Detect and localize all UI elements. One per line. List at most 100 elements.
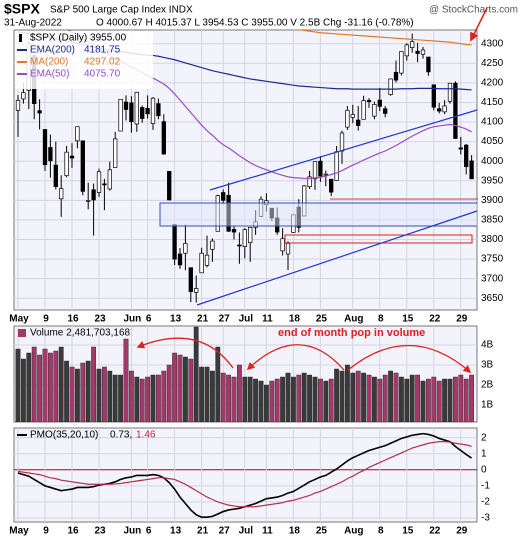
volume-bar xyxy=(64,360,70,422)
candle-body xyxy=(102,183,107,186)
volume-bar xyxy=(258,380,264,422)
marks xyxy=(17,432,473,518)
candle-body xyxy=(145,107,150,115)
candle-body xyxy=(96,171,102,193)
volume-bar xyxy=(177,354,183,422)
candle-body xyxy=(64,151,69,177)
volume-bar xyxy=(112,374,118,422)
candle-body xyxy=(345,109,350,128)
arrow xyxy=(246,344,345,371)
candle-body xyxy=(356,119,361,126)
volume-bar xyxy=(388,370,393,422)
y-tick-label: 4100 xyxy=(481,117,504,128)
y-tick-label: 1B xyxy=(481,400,494,411)
y-tick-label: 3B xyxy=(481,360,494,371)
candle-body xyxy=(69,155,75,159)
x-tick-label: 27 xyxy=(219,314,231,325)
plot-area xyxy=(13,427,478,523)
candle-body xyxy=(231,228,237,233)
volume-bar xyxy=(21,358,26,422)
volume-bar xyxy=(150,374,156,422)
candle-body xyxy=(37,110,42,114)
volume-bar xyxy=(355,370,361,422)
candle-body xyxy=(75,126,80,142)
candle-body xyxy=(107,169,112,190)
x-tick-label: 15 xyxy=(402,526,414,537)
x-tick-label: 6 xyxy=(146,314,152,325)
volume-bar xyxy=(253,378,258,422)
volume-bar xyxy=(58,346,64,422)
volume-bar xyxy=(134,376,140,422)
x-tick-label: 22 xyxy=(429,526,441,537)
volume-bar xyxy=(285,372,291,422)
volume-bar xyxy=(415,374,420,422)
y-tick-label: 3850 xyxy=(481,215,504,226)
candle-body xyxy=(361,100,366,120)
x-tick-label: 25 xyxy=(316,314,328,325)
volume-bar xyxy=(431,376,437,422)
legend-swatch xyxy=(18,329,26,337)
volume-bar xyxy=(231,376,237,422)
volume-bar xyxy=(409,374,415,422)
instrument-name: S&P 500 Large Cap Index INDX xyxy=(50,5,193,16)
volume-bar xyxy=(91,346,97,422)
candle-body xyxy=(404,44,409,57)
panel: 3650 3700 3750 3800 3850 3900 3950 4000 4050 4100… xyxy=(9,29,504,325)
y-tick-label: 3950 xyxy=(481,175,504,186)
y-tick-label: 3650 xyxy=(481,293,504,304)
y-tick-label: 2B xyxy=(481,380,494,391)
candle-body xyxy=(204,254,210,266)
legend-swatch xyxy=(19,34,22,42)
y-tick-label: 4150 xyxy=(481,97,504,108)
volume-bar xyxy=(155,374,161,422)
volume-bar xyxy=(291,376,296,422)
candle-body xyxy=(431,84,436,108)
volume-bar xyxy=(469,374,474,422)
volume-bar xyxy=(74,368,80,422)
x-tick-label: 13 xyxy=(170,526,182,537)
annotation: end of month pop in volume xyxy=(278,327,425,339)
candle-body xyxy=(172,224,177,260)
legend-value: 4075.70 xyxy=(84,69,121,80)
resistance-zone xyxy=(284,234,473,244)
volume-bar xyxy=(350,372,356,422)
legend-name: EMA(50) xyxy=(30,69,69,80)
volume-bar xyxy=(220,372,226,422)
y-tick-label: 3800 xyxy=(481,234,504,245)
candle-body xyxy=(53,164,58,187)
x-tick-label: 11 xyxy=(262,526,273,537)
candle-body xyxy=(194,288,199,293)
y-tick-label: 4200 xyxy=(481,78,504,89)
volume-bar xyxy=(296,374,302,422)
line xyxy=(17,441,472,508)
volume-bar xyxy=(399,376,404,422)
volume-bar xyxy=(366,374,372,422)
candle-body xyxy=(167,171,172,201)
x-tick-label: 6 xyxy=(146,526,152,537)
candle-body xyxy=(210,240,215,250)
arrow xyxy=(347,344,472,374)
volume-bar xyxy=(209,370,215,422)
candle-body xyxy=(21,92,26,100)
x-tick-label: 9 xyxy=(43,526,49,537)
volume-bar xyxy=(193,326,199,422)
volume-bar xyxy=(80,362,86,422)
x-tick-label: Jun xyxy=(124,526,142,537)
volume-bar xyxy=(172,352,177,422)
volume-bar xyxy=(301,372,307,422)
x-tick-label: 9 xyxy=(43,314,49,325)
volume-bar xyxy=(307,374,312,422)
symbol: $SPX xyxy=(4,1,40,17)
arrow xyxy=(136,337,234,369)
volume-bar xyxy=(204,366,210,422)
y-tick-label: 3750 xyxy=(481,254,504,265)
panel: 1B 2B 3B 4B Volume 2,481,703,168 end of month… xyxy=(13,325,494,423)
y-tick-label: 4050 xyxy=(481,136,504,147)
candle-body xyxy=(129,102,134,122)
x-tick-label: Jun xyxy=(124,314,142,325)
x-tick-label: 22 xyxy=(429,314,441,325)
volume-bar xyxy=(118,374,124,422)
volume-bar xyxy=(85,360,91,422)
volume-bar xyxy=(458,374,464,422)
